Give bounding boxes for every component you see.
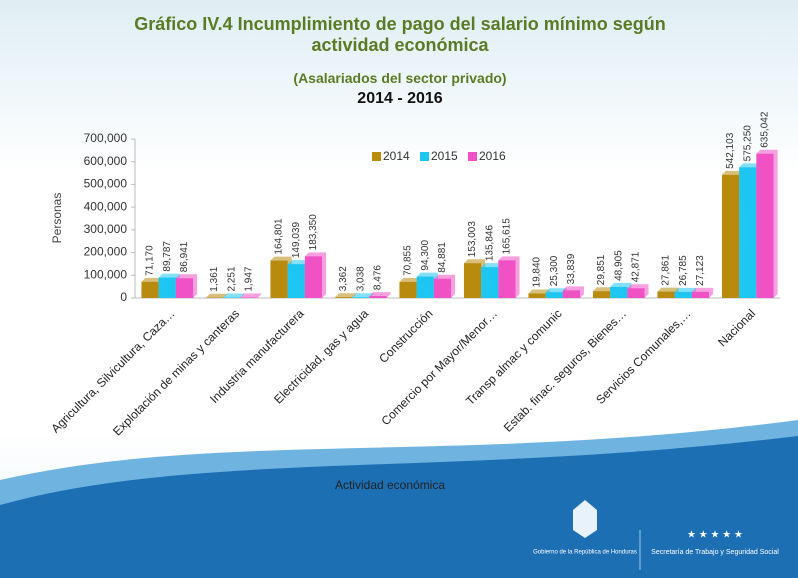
x-tick-label: Agricultura, Silvicultura, Caza… — [48, 306, 177, 435]
bar-depth — [433, 274, 456, 298]
bar-depth — [498, 256, 520, 298]
value-label: 164,801 — [274, 218, 285, 255]
y-tick-label: 100,000 — [84, 267, 128, 281]
bar-depth — [657, 287, 679, 298]
legend-swatch — [420, 152, 429, 161]
value-label: 29,851 — [596, 254, 607, 285]
value-label: 27,861 — [661, 255, 672, 286]
bar-depth — [205, 293, 228, 298]
coat-of-arms — [573, 500, 597, 538]
wave-highlight — [0, 420, 798, 505]
value-label: 70,855 — [403, 245, 414, 276]
bar-depth — [481, 263, 503, 298]
bar — [528, 293, 546, 298]
value-label: 3,362 — [338, 266, 349, 291]
chart-title: Gráfico IV.4 Incumplimiento de pago del … — [134, 14, 666, 55]
value-label: 635,042 — [760, 111, 771, 148]
bar-depth — [545, 288, 567, 298]
value-label: 71,170 — [145, 245, 156, 276]
bar-depth — [756, 149, 778, 298]
bar-depth — [416, 272, 438, 298]
bar-depth — [528, 289, 550, 298]
bar-depth — [334, 293, 357, 298]
value-label: 8,476 — [373, 265, 384, 290]
value-label: 25,300 — [549, 255, 560, 286]
legend-swatch — [468, 152, 477, 161]
value-label: 86,941 — [179, 241, 190, 272]
value-label: 183,350 — [308, 214, 319, 251]
value-label: 1,947 — [244, 266, 255, 291]
y-tick-label: 400,000 — [84, 199, 128, 213]
chart-period: 2014 - 2016 — [357, 90, 443, 107]
value-label: 3,038 — [355, 266, 366, 291]
bar-depth — [369, 292, 391, 298]
legend-label: 2014 — [383, 149, 410, 163]
value-label: 2,251 — [226, 266, 237, 291]
x-tick-label: Nacional — [715, 306, 758, 349]
bar-depth — [270, 256, 292, 298]
government-text: Gobierno de la República de Honduras — [533, 550, 637, 556]
bar — [627, 288, 645, 298]
legend-swatch — [372, 152, 381, 161]
bar-depth — [399, 277, 421, 298]
legend-label: 2016 — [479, 149, 506, 163]
value-label: 48,905 — [613, 250, 624, 281]
bar-depth — [627, 284, 649, 298]
bar — [674, 291, 692, 298]
bar-depth — [739, 163, 761, 298]
ministry-text: Secretaría de Trabajo y Seguridad Social — [651, 549, 779, 556]
value-label: 135,846 — [484, 225, 495, 262]
stars: ★ ★ ★ ★ ★ — [687, 530, 743, 541]
bar-depth — [287, 260, 309, 298]
value-label: 33,839 — [566, 253, 577, 284]
value-label: 94,300 — [420, 240, 431, 271]
bar — [691, 291, 710, 298]
x-axis-label: Actividad económica — [335, 478, 445, 492]
y-tick-label: 700,000 — [84, 131, 128, 145]
y-tick-label: 300,000 — [84, 222, 128, 236]
x-tick-label: Estab. finac. seguros, Bienes… — [501, 306, 629, 434]
y-tick-label: 500,000 — [84, 177, 128, 191]
bar-depth — [223, 293, 245, 298]
y-tick-label: 200,000 — [84, 245, 128, 259]
bar-depth — [463, 259, 486, 298]
bar — [545, 292, 563, 298]
bar-depth — [158, 273, 180, 298]
value-label: 149,039 — [291, 222, 302, 259]
x-tick-label: Construcción — [376, 306, 435, 365]
bar-depth — [240, 293, 262, 298]
bar-depth — [352, 293, 374, 298]
bar-depth — [674, 287, 696, 298]
bar-depth — [141, 277, 163, 298]
bar — [610, 286, 628, 298]
value-label: 89,787 — [162, 241, 173, 272]
legend-label: 2015 — [431, 149, 458, 163]
y-axis-label: Personas — [50, 193, 64, 244]
value-label: 1,361 — [209, 266, 220, 291]
bar-depth — [304, 252, 327, 298]
x-tick-label: Comercio por Mayor/Menor… — [378, 306, 500, 428]
bar-depth — [721, 170, 744, 298]
bar-depth — [610, 282, 632, 298]
bar — [562, 290, 581, 298]
bar-depth — [592, 287, 615, 298]
value-label: 42,871 — [631, 251, 642, 282]
value-label: 153,003 — [467, 221, 478, 258]
value-label: 542,103 — [725, 132, 736, 169]
bar-depth — [562, 286, 585, 298]
value-label: 165,615 — [502, 218, 513, 255]
value-label: 84,881 — [437, 242, 448, 273]
value-label: 26,785 — [678, 255, 689, 286]
chart-subtitle: (Asalariados del sector privado) — [293, 70, 507, 86]
y-tick-label: 600,000 — [84, 154, 128, 168]
value-label: 19,840 — [532, 256, 543, 287]
x-tick-label: Explotación de minas y canteras — [110, 306, 242, 438]
bar-depth — [175, 274, 198, 298]
value-label: 575,250 — [742, 125, 753, 162]
y-tick-label: 0 — [120, 290, 127, 304]
value-label: 27,123 — [695, 255, 706, 286]
bar-depth — [691, 287, 714, 298]
